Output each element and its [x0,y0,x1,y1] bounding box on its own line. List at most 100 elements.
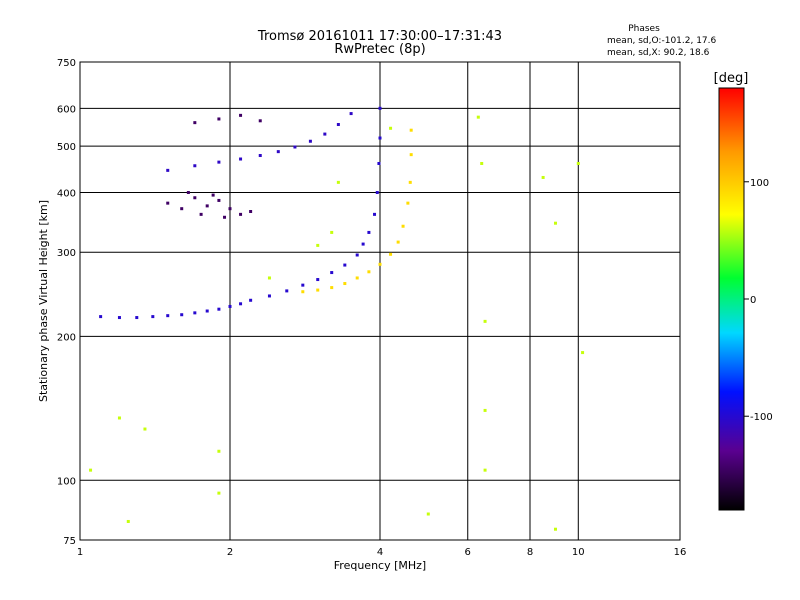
data-point [126,519,130,523]
data-point [217,491,221,495]
data-point [316,278,320,282]
data-point [267,294,271,298]
data-point [483,468,487,472]
chart-title: Tromsø 20161011 17:30:00–17:31:43 [257,29,502,44]
data-point [316,243,320,247]
y-tick-label: 75 [63,536,76,547]
data-point [541,175,545,179]
data-point [135,316,139,320]
data-point [389,126,393,130]
data-point [267,276,271,280]
data-point [285,289,289,293]
data-point [316,288,320,292]
data-point [228,207,232,211]
data-point [239,113,243,117]
data-point [406,201,410,205]
data-point [166,201,170,205]
colorbar-ticks: 100 0 -100 [744,178,773,423]
data-point [89,468,93,472]
data-point [343,263,347,267]
data-point [377,161,381,165]
x-tick-label: 10 [572,547,585,558]
y-tick-label: 200 [57,332,76,343]
data-point [249,210,253,214]
data-point [217,198,221,202]
data-point [408,180,412,184]
data-point [117,416,121,420]
x-tick-label: 4 [377,547,383,558]
grid-lines [80,62,680,540]
data-point [205,309,209,313]
data-point [553,527,557,531]
colorbar [718,87,745,511]
data-point [217,307,221,311]
data-point [355,253,359,257]
data-point [199,212,203,216]
stats-o-mode: mean, sd,O:-101.2, 17.6 [607,36,717,46]
data-point [258,119,262,123]
data-point [239,212,243,216]
data-point [180,207,184,211]
data-point [426,512,430,516]
data-point [375,190,379,194]
data-point [217,449,221,453]
data-point [180,313,184,317]
x-tick-label: 2 [227,547,233,558]
data-point [193,311,197,315]
colorbar-label: [deg] [714,71,749,86]
data-point [396,240,400,244]
data-point [301,283,305,287]
x-tick-label: 8 [527,547,533,558]
data-point [336,180,340,184]
data-point [186,190,190,194]
data-point [293,145,297,149]
data-point [355,276,359,280]
colorbar-tick-label: 100 [750,178,769,189]
data-point [367,230,371,234]
data-point [576,161,580,165]
colorbar-tick-label: -100 [750,412,773,423]
x-tick-label: 6 [465,547,471,558]
data-point [330,230,334,234]
data-point [239,157,243,161]
data-point [143,427,147,431]
data-point [401,224,405,228]
data-point [409,153,413,157]
y-tick-label: 100 [57,476,76,487]
x-tick-label: 16 [674,547,687,558]
data-point [258,154,262,158]
data-point [378,106,382,110]
data-point [228,304,232,308]
data-point [249,298,253,302]
y-tick-label: 500 [57,142,76,153]
data-point [483,408,487,412]
data-points [89,106,585,531]
data-point [217,160,221,164]
data-point [367,270,371,274]
data-point [323,132,327,136]
data-point [409,128,413,132]
data-point [361,242,365,246]
y-tick-label: 750 [57,58,76,69]
data-point [330,271,334,275]
axis-ticks: 1 2 4 6 8 10 16 75 100 200 300 400 500 600 750 [57,58,686,558]
data-point [166,314,170,318]
stats-heading: Phases [628,24,660,34]
data-point [239,302,243,306]
data-point [349,112,353,116]
data-point [553,221,557,225]
data-point [166,168,170,172]
colorbar-tick-label: 0 [750,295,756,306]
data-point [117,316,121,320]
data-point [193,196,197,200]
data-point [205,204,209,208]
data-point [217,117,221,121]
y-tick-label: 400 [57,188,76,199]
data-point [373,212,377,216]
data-point [330,286,334,290]
y-tick-label: 600 [57,104,76,115]
data-point [336,123,340,127]
data-point [151,315,155,319]
data-point [483,319,487,323]
